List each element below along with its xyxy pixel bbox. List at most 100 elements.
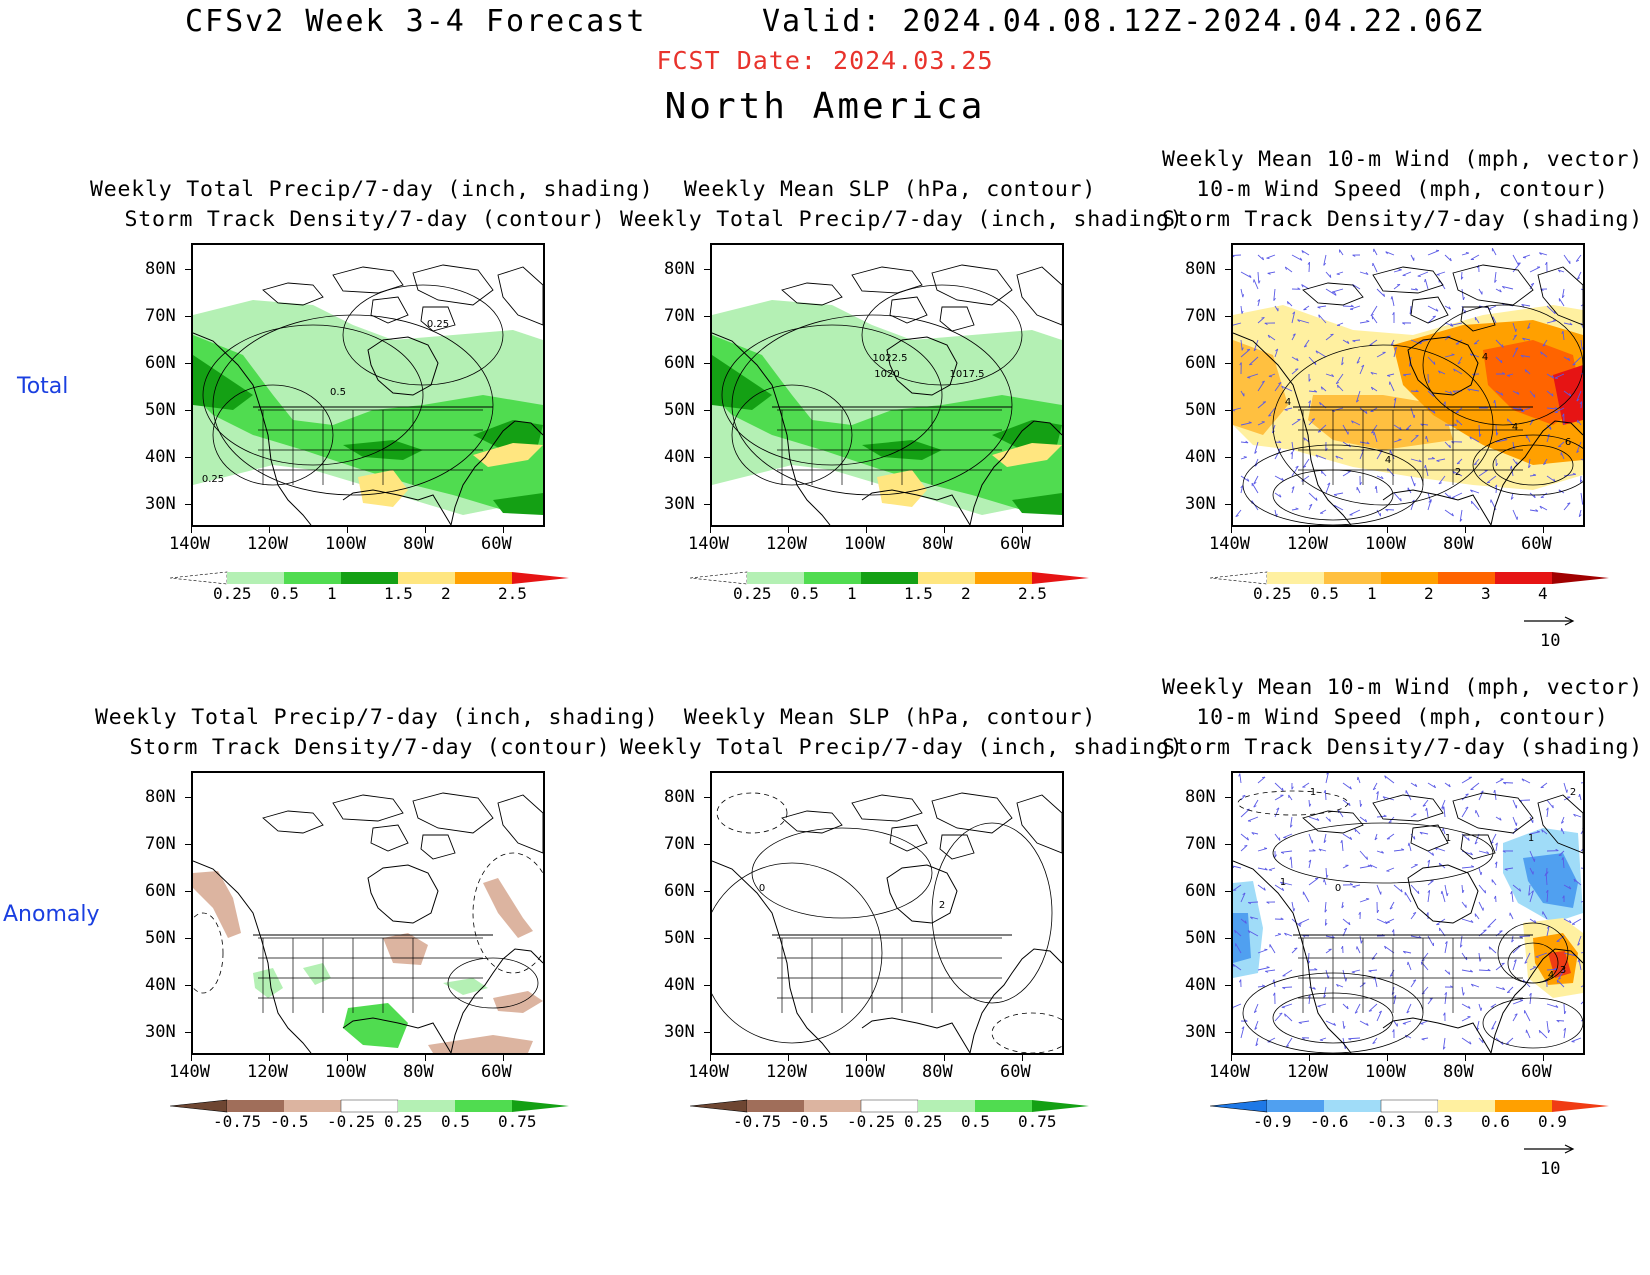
lat-tick-mark <box>704 938 710 939</box>
coastline-layer <box>712 264 1062 525</box>
lon-tick-label: 100W <box>844 534 885 554</box>
lon-tick-mark <box>503 1055 504 1061</box>
colorbar-anom-storm <box>1209 1098 1610 1117</box>
lon-tick-mark <box>944 527 945 533</box>
contour-label: 2 <box>939 900 945 911</box>
contour-line <box>721 324 943 466</box>
colorbar-total-storm <box>1209 570 1610 589</box>
contour-line <box>716 792 788 834</box>
colorbar-label: -0.25 <box>327 1112 376 1131</box>
vector-reference-label: 10 <box>1540 631 1561 651</box>
row-label-total: Total <box>17 374 69 399</box>
lon-tick-mark <box>1543 527 1544 533</box>
lon-tick-label: 140W <box>1209 534 1250 554</box>
lon-tick-label: 140W <box>1209 1062 1250 1082</box>
contour-label: 0 <box>1335 883 1341 894</box>
colorbar-label: 0.3 <box>1424 1112 1453 1131</box>
contour-line <box>1242 444 1424 525</box>
lat-tick-label: 80N <box>145 259 176 279</box>
lat-tick-mark <box>185 410 191 411</box>
colorbar-segment <box>689 571 748 585</box>
lon-tick-label: 60W <box>1000 534 1031 554</box>
colorbar-segment <box>1495 1100 1552 1112</box>
lon-tick-label: 60W <box>1521 1062 1552 1082</box>
lat-tick-label: 60N <box>1185 353 1216 373</box>
colorbar-segment <box>455 572 512 584</box>
contour-label: 2 <box>1455 467 1461 478</box>
lat-tick-label: 40N <box>664 975 695 995</box>
contour-line <box>212 314 494 496</box>
colorbar-label: -0.25 <box>847 1112 896 1131</box>
contour-line <box>991 1012 1062 1053</box>
lon-tick-mark <box>269 527 270 533</box>
colorbar-label: 0.9 <box>1538 1112 1567 1131</box>
shading-area <box>428 1035 533 1053</box>
lat-tick-mark <box>704 410 710 411</box>
contour-line <box>1422 304 1583 426</box>
lon-tick-label: 80W <box>922 534 953 554</box>
lon-tick-mark <box>503 527 504 533</box>
shading-area <box>493 991 543 1013</box>
lat-tick-mark <box>1225 891 1231 892</box>
shading-area <box>1233 913 1251 963</box>
contour-label: 3 <box>1560 965 1566 976</box>
lat-tick-label: 60N <box>145 353 176 373</box>
panel-title-total-wind: Weekly Mean 10-m Wind (mph, vector) 10-m… <box>1161 147 1644 232</box>
colorbar-segment <box>689 1099 748 1113</box>
colorbar-segment <box>747 572 804 584</box>
colorbar-segment <box>1380 1099 1439 1113</box>
colorbar-segment <box>1032 1100 1089 1112</box>
colorbar-label: 3 <box>1481 584 1491 603</box>
contour-line <box>193 912 224 994</box>
shading-area <box>1012 493 1062 515</box>
contour-label: 1 <box>1280 877 1286 888</box>
contour-label: 4 <box>1482 352 1488 363</box>
contour-label: 4 <box>1548 970 1554 981</box>
shading-area <box>1548 951 1571 978</box>
shading-area <box>193 871 241 938</box>
lat-tick-label: 80N <box>664 787 695 807</box>
lat-tick-mark <box>1225 985 1231 986</box>
lat-tick-mark <box>1225 844 1231 845</box>
lat-tick-label: 50N <box>664 400 695 420</box>
vector-reference-total: 10 <box>1522 612 1582 651</box>
colorbar-label: 1 <box>847 584 857 603</box>
colorbar-segment <box>1438 572 1495 584</box>
lat-tick-label: 30N <box>1185 1022 1216 1042</box>
colorbar-total-precip <box>169 570 570 589</box>
colorbar-segment <box>398 572 455 584</box>
colorbar-label: 2.5 <box>1018 584 1047 603</box>
contour-label: 0.25 <box>427 319 449 330</box>
colorbar-segment <box>861 572 918 584</box>
colorbar-segment <box>918 572 975 584</box>
lon-tick-label: 100W <box>325 534 366 554</box>
shading-area <box>473 443 543 467</box>
colorbar-label: 1 <box>327 584 337 603</box>
lat-tick-mark <box>185 797 191 798</box>
lon-tick-mark <box>1309 527 1310 533</box>
lat-tick-label: 60N <box>664 353 695 373</box>
lon-tick-label: 120W <box>766 534 807 554</box>
contour-line <box>931 822 1053 1004</box>
lon-tick-mark <box>788 527 789 533</box>
lon-tick-mark <box>1387 527 1388 533</box>
coastline-layer <box>193 792 543 1053</box>
shading-area <box>253 968 283 998</box>
contour-line <box>1492 444 1574 486</box>
colorbar-segment <box>284 1100 341 1112</box>
lat-tick-mark <box>1225 938 1231 939</box>
lat-tick-label: 60N <box>1185 881 1216 901</box>
lat-tick-mark <box>1225 457 1231 458</box>
lon-tick-label: 140W <box>688 534 729 554</box>
lat-tick-label: 50N <box>145 928 176 948</box>
lat-tick-label: 30N <box>664 1022 695 1042</box>
lon-tick-label: 140W <box>169 1062 210 1082</box>
contour-label: 0.5 <box>330 387 346 398</box>
colorbar-label: 0.5 <box>1310 584 1339 603</box>
forecast-date: FCST Date: 2024.03.25 <box>656 46 994 75</box>
lon-tick-label: 60W <box>1000 1062 1031 1082</box>
lat-tick-mark <box>704 457 710 458</box>
contour-line <box>447 957 539 1009</box>
lat-tick-label: 30N <box>1185 494 1216 514</box>
lat-tick-mark <box>185 504 191 505</box>
